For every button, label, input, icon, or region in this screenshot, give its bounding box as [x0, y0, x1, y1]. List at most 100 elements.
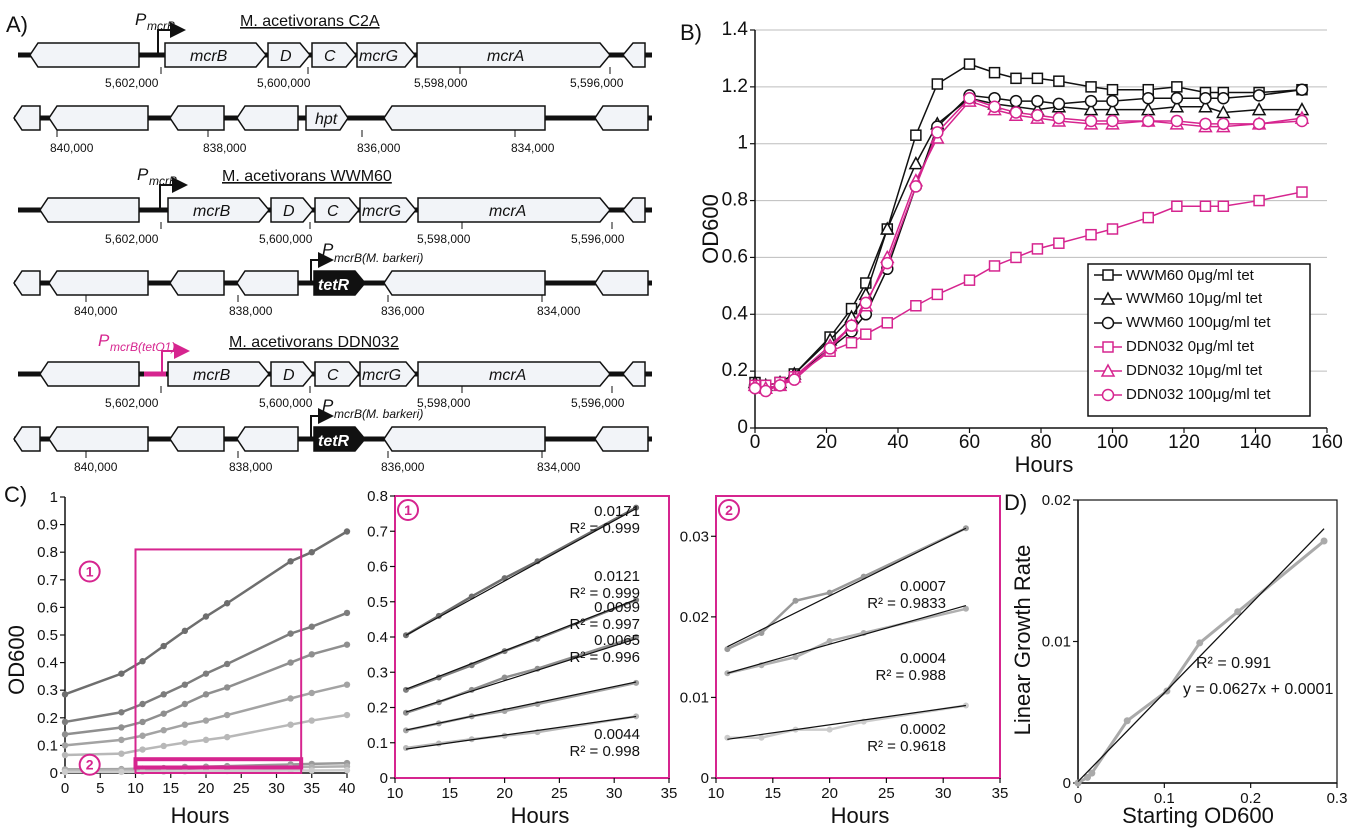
x-tick-label: 40 — [887, 432, 908, 453]
panel-a-letter: A) — [6, 12, 28, 37]
data-point — [988, 100, 1001, 114]
svg-text:834,000: 834,000 — [537, 304, 581, 318]
data-point — [1199, 117, 1212, 131]
track-wwm60-tetr: tetR P mcrB(M. barkeri) 840,000 838,000 … — [13, 240, 652, 318]
data-point — [758, 629, 765, 636]
panel-b: B) 0 0.2 0.4 0.6 0.8 1 1.2 1.4 0 20 40 60 80 100 120 14… — [680, 19, 1343, 477]
data-point — [1010, 251, 1022, 264]
y-tick-label: 0.1 — [367, 735, 388, 752]
data-point — [181, 739, 189, 746]
x-tick-label: 0 — [61, 780, 69, 797]
data-point — [118, 670, 125, 677]
data-point — [202, 717, 210, 724]
panel-d-letter: D) — [1004, 490, 1027, 515]
data-point — [1171, 81, 1183, 93]
x-tick-label: 15 — [162, 780, 179, 797]
svg-text:5,600,000: 5,600,000 — [257, 76, 311, 90]
data-point — [908, 156, 924, 170]
data-point — [1010, 72, 1022, 85]
data-point — [308, 689, 315, 697]
x-tick-label: 10 — [127, 780, 144, 797]
data-point — [826, 589, 833, 596]
gene-mcrA: mcrA — [487, 48, 524, 65]
strain-wwm60: M. acetivorans WWM60 — [222, 168, 392, 185]
x-tick-label: 0 — [750, 432, 761, 453]
y-tick-label: 1 — [737, 133, 748, 154]
y-tick-label: 0.4 — [37, 655, 58, 672]
data-point — [880, 221, 895, 235]
r2-label: R² = 0.996 — [570, 649, 640, 666]
data-point — [343, 609, 351, 617]
data-point — [1105, 102, 1120, 116]
y-tick-label: 0 — [737, 417, 748, 438]
data-point — [343, 641, 351, 648]
svg-text:DDN032 10μg/ml tet: DDN032 10μg/ml tet — [1126, 362, 1263, 379]
data-point — [343, 681, 351, 688]
x-tick-label: 0.2 — [1240, 790, 1261, 807]
gene-tetR: tetR — [318, 277, 350, 294]
plot-frame — [715, 495, 1001, 779]
svg-text:5,602,000: 5,602,000 — [105, 76, 159, 90]
svg-text:mcrB: mcrB — [193, 203, 231, 220]
data-point — [223, 660, 231, 668]
data-point — [61, 768, 69, 776]
data-point — [1085, 81, 1097, 93]
data-point — [501, 674, 508, 681]
svg-text:D: D — [283, 203, 295, 220]
x-tick-label: 20 — [198, 780, 215, 797]
svg-text:838,000: 838,000 — [203, 141, 247, 155]
data-point — [860, 328, 872, 340]
data-point — [61, 751, 69, 759]
data-point — [287, 630, 294, 637]
y-tick-label: 0.7 — [37, 572, 58, 589]
data-point — [61, 718, 69, 726]
data-point — [343, 767, 351, 774]
x-tick-label: 100 — [1097, 432, 1129, 453]
data-point — [287, 695, 294, 702]
svg-text:WWM60 0μg/ml tet: WWM60 0μg/ml tet — [1126, 267, 1255, 284]
panel-c1-xlabel: Hours — [511, 803, 570, 828]
equation-annotation: y = 0.0627x + 0.0001 — [1183, 681, 1333, 698]
callout-badge — [718, 499, 740, 521]
data-point — [910, 300, 922, 312]
x-tick-label: 0.3 — [1327, 790, 1348, 807]
y-tick-label: 0.9 — [37, 517, 58, 534]
promoter-label-c2a: mcrB — [147, 19, 175, 33]
svg-text:5,598,000: 5,598,000 — [417, 396, 471, 410]
data-point — [402, 727, 409, 734]
data-point — [1217, 200, 1230, 213]
svg-text:D: D — [283, 367, 295, 384]
svg-text:mcrG: mcrG — [362, 203, 401, 220]
series-line — [64, 530, 348, 696]
data-point — [139, 732, 146, 739]
legend-marker — [1101, 316, 1115, 330]
x-tick-label: 25 — [233, 780, 250, 797]
panel-b-ylabel: OD600 — [698, 194, 723, 264]
data-point — [633, 634, 640, 640]
strain-ddn032: M. acetivorans DDN032 — [229, 334, 399, 351]
r2-label: R² = 0.997 — [570, 616, 640, 633]
y-tick-label: 0 — [380, 770, 388, 787]
data-point — [287, 721, 294, 728]
data-point — [1053, 237, 1065, 249]
y-tick-label: 0.8 — [722, 190, 748, 211]
callout-label: 1 — [404, 502, 412, 518]
r2-label: R² = 0.9833 — [867, 595, 946, 612]
data-point — [308, 623, 315, 630]
data-point — [1253, 194, 1265, 207]
x-tick-label: 20 — [496, 785, 513, 802]
data-point — [202, 613, 210, 620]
slope-label: 0.0007 — [900, 578, 946, 595]
gene-mcrG: mcrG — [359, 48, 398, 65]
data-point — [223, 684, 231, 691]
data-point — [139, 700, 146, 708]
svg-text:mcrA: mcrA — [489, 367, 526, 384]
slope-label: 0.0065 — [594, 632, 640, 649]
fit-line — [727, 704, 967, 740]
data-point — [881, 256, 894, 270]
x-tick-label: 10 — [708, 785, 725, 802]
panel-c-letter: C) — [4, 482, 27, 507]
legend-marker — [1102, 269, 1114, 281]
data-point — [1169, 99, 1185, 113]
